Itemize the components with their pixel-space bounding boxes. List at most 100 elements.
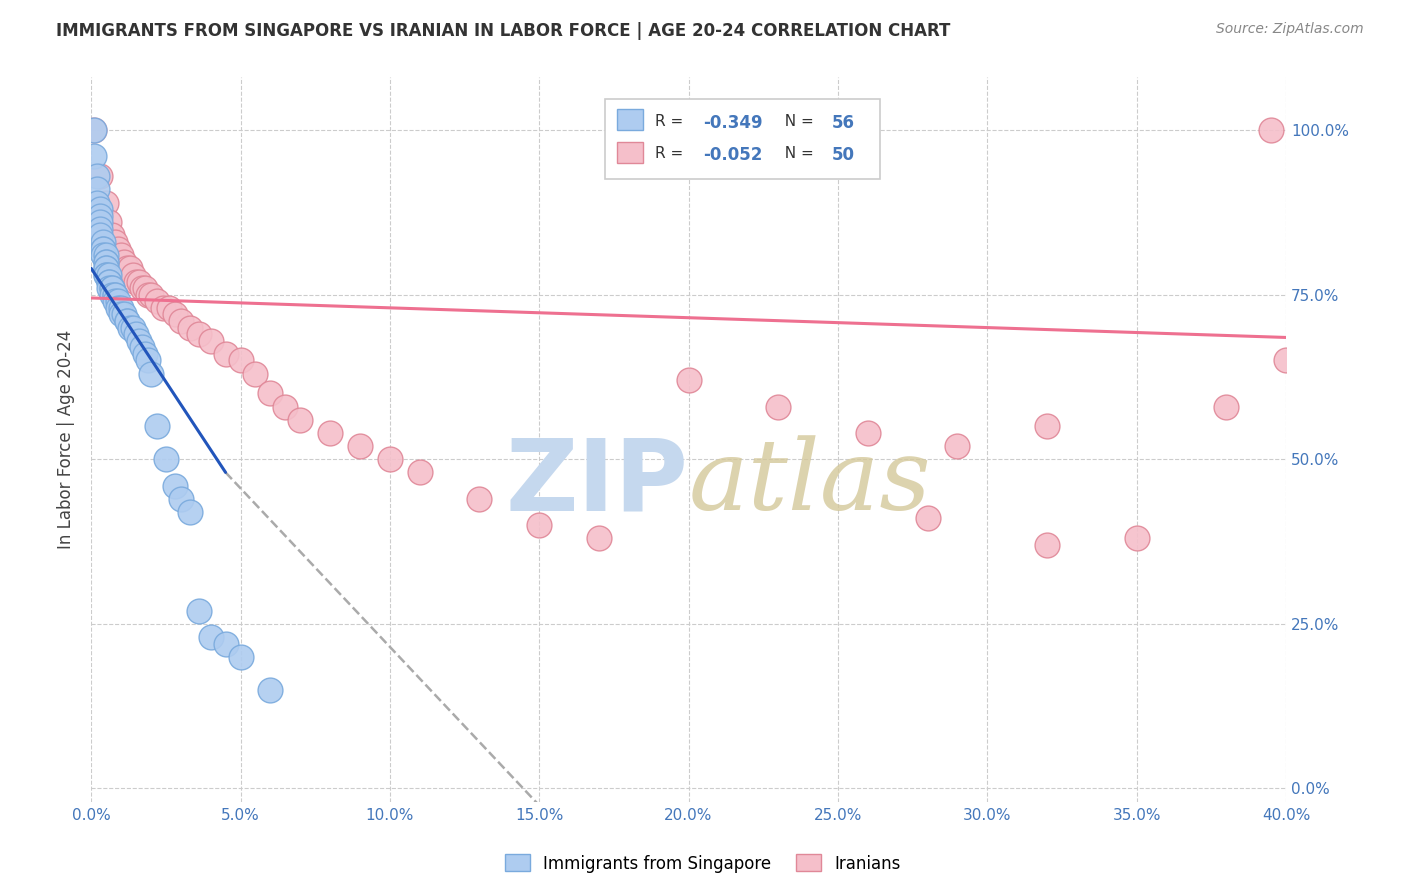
- Point: [107, 294, 129, 309]
- Point: [856, 425, 879, 440]
- Point: [89, 202, 111, 216]
- Point: [152, 301, 174, 315]
- Legend: Immigrants from Singapore, Iranians: Immigrants from Singapore, Iranians: [498, 847, 908, 880]
- Point: [98, 275, 121, 289]
- Point: [766, 400, 789, 414]
- Point: [110, 248, 132, 262]
- Point: [170, 491, 193, 506]
- Point: [94, 261, 117, 276]
- Point: [107, 301, 129, 315]
- Point: [917, 511, 939, 525]
- Point: [91, 248, 114, 262]
- Point: [118, 320, 141, 334]
- Text: 56: 56: [832, 113, 855, 132]
- Bar: [617, 109, 643, 129]
- Point: [125, 327, 148, 342]
- Point: [125, 275, 148, 289]
- Point: [112, 307, 135, 321]
- Point: [128, 275, 150, 289]
- Point: [588, 531, 610, 545]
- Point: [98, 281, 121, 295]
- Point: [91, 242, 114, 256]
- Point: [187, 604, 209, 618]
- Point: [319, 425, 342, 440]
- Point: [115, 314, 138, 328]
- Point: [83, 123, 105, 137]
- Point: [89, 228, 111, 243]
- Point: [122, 268, 145, 282]
- Point: [101, 228, 124, 243]
- Point: [1215, 400, 1237, 414]
- Point: [104, 235, 127, 249]
- Text: -0.052: -0.052: [703, 145, 762, 163]
- Point: [122, 320, 145, 334]
- Point: [83, 149, 105, 163]
- Point: [136, 353, 159, 368]
- Point: [179, 505, 201, 519]
- Point: [104, 294, 127, 309]
- Point: [110, 307, 132, 321]
- Point: [98, 215, 121, 229]
- Point: [349, 439, 371, 453]
- Point: [214, 347, 236, 361]
- Point: [134, 281, 156, 295]
- Point: [86, 182, 108, 196]
- Point: [245, 367, 267, 381]
- Point: [274, 400, 297, 414]
- Point: [290, 413, 312, 427]
- Point: [259, 386, 281, 401]
- Point: [115, 314, 138, 328]
- Point: [101, 287, 124, 301]
- Point: [136, 287, 159, 301]
- Point: [112, 254, 135, 268]
- Point: [187, 327, 209, 342]
- Point: [200, 630, 222, 644]
- Point: [214, 636, 236, 650]
- Point: [131, 340, 153, 354]
- Point: [110, 301, 132, 315]
- Point: [139, 287, 162, 301]
- Point: [200, 334, 222, 348]
- Text: N =: N =: [775, 145, 818, 161]
- Text: atlas: atlas: [689, 435, 931, 531]
- Point: [104, 287, 127, 301]
- Point: [98, 275, 121, 289]
- Point: [91, 235, 114, 249]
- Point: [163, 478, 186, 492]
- Point: [139, 367, 162, 381]
- Point: [179, 320, 201, 334]
- Point: [94, 268, 117, 282]
- Text: ZIP: ZIP: [506, 434, 689, 532]
- Point: [146, 294, 169, 309]
- Point: [678, 373, 700, 387]
- Text: N =: N =: [775, 113, 818, 128]
- Point: [1036, 419, 1059, 434]
- Point: [155, 452, 177, 467]
- Point: [89, 169, 111, 184]
- Point: [101, 281, 124, 295]
- Point: [101, 281, 124, 295]
- Point: [134, 347, 156, 361]
- Y-axis label: In Labor Force | Age 20-24: In Labor Force | Age 20-24: [58, 330, 75, 549]
- Text: Source: ZipAtlas.com: Source: ZipAtlas.com: [1216, 22, 1364, 37]
- Point: [468, 491, 491, 506]
- Point: [89, 215, 111, 229]
- Point: [83, 123, 105, 137]
- Text: -0.349: -0.349: [703, 113, 762, 132]
- Point: [89, 222, 111, 236]
- Point: [529, 518, 551, 533]
- Point: [98, 268, 121, 282]
- Point: [1036, 538, 1059, 552]
- Point: [91, 242, 114, 256]
- Point: [1125, 531, 1147, 545]
- Point: [229, 353, 252, 368]
- Text: 50: 50: [832, 145, 855, 163]
- Point: [229, 649, 252, 664]
- Point: [94, 254, 117, 268]
- Point: [86, 169, 108, 184]
- Point: [104, 287, 127, 301]
- Point: [1275, 353, 1298, 368]
- Point: [946, 439, 969, 453]
- Point: [118, 261, 141, 276]
- Point: [378, 452, 401, 467]
